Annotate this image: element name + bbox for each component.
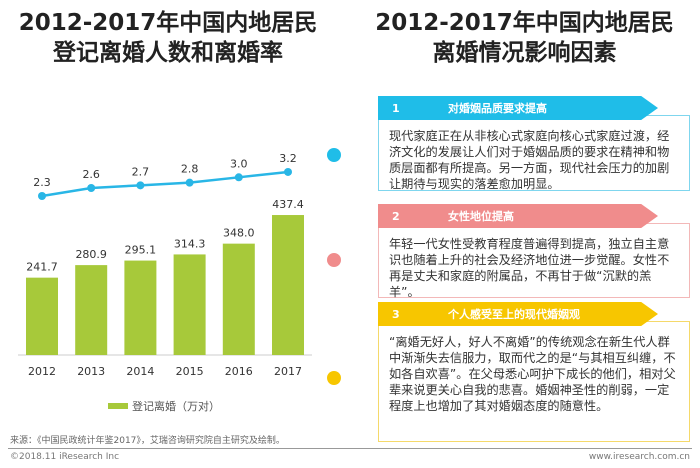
factor-header: 2 女性地位提高: [378, 204, 658, 228]
rate-point: [284, 167, 292, 176]
rate-line: [41, 170, 289, 198]
factor-dot-3: [327, 371, 341, 385]
x-tick-label: 2017: [274, 365, 302, 378]
bar-label: 241.7: [26, 261, 58, 274]
copyright: ©2018.11 iResearch Inc: [10, 452, 120, 462]
rate-point: [136, 181, 145, 190]
right-title: 2012-2017年中国内地居民 离婚情况影响因素: [375, 10, 674, 66]
divorce-chart: 241.7 2012 280.9 2013 295.1 2014 314.3 2015 348.…: [18, 152, 312, 378]
factor-card-1: 1 对婚姻品质要求提高 现代家庭正在从非核心式家庭向核心式家庭过渡，经济文化的发展…: [378, 96, 690, 191]
rate-label: 2.3: [33, 176, 51, 189]
bar: [124, 260, 157, 355]
x-tick-label: 2014: [126, 365, 154, 378]
bar-label: 348.0: [223, 227, 255, 240]
factor-dot-2: [327, 253, 341, 267]
source-note: 来源：《中国民政统计年鉴2017》，艾瑞咨询研究院自主研究及绘制。: [10, 436, 285, 446]
bar: [272, 215, 304, 355]
divider: [8, 448, 692, 449]
x-tick-label: 2016: [225, 365, 253, 378]
bar: [75, 265, 108, 355]
bar-label: 437.4: [272, 198, 304, 211]
bar-label: 314.3: [174, 237, 206, 250]
rate-point: [185, 178, 194, 187]
rate-point: [234, 173, 243, 182]
rate-label: 3.2: [279, 152, 297, 165]
bar-label: 280.9: [75, 248, 107, 261]
rate-label: 3.0: [230, 157, 248, 170]
website-link[interactable]: www.iresearch.com.cn: [588, 452, 690, 462]
factor-text: “离婚无好人，好人不离婚”的传统观念在新生代人群中渐渐失去信服力，取而代之的是“…: [389, 335, 676, 413]
left-title: 2012-2017年中国内地居民 登记离婚人数和离婚率: [18, 10, 318, 66]
rate-label: 2.8: [181, 163, 199, 176]
rate-point: [87, 183, 96, 192]
chart-legend: 登记离婚（万对）: [108, 398, 220, 414]
factor-header: 1 对婚姻品质要求提高: [378, 96, 658, 120]
x-tick-label: 2015: [176, 365, 204, 378]
factor-card-2: 2 女性地位提高 年轻一代女性受教育程度普遍得到提高，独立自主意识也随着上升的社会…: [378, 204, 690, 299]
factor-dot-1: [327, 148, 341, 162]
bar: [173, 254, 206, 355]
factor-text: 年轻一代女性受教育程度普遍得到提高，独立自主意识也随着上升的社会及经济地位进一步…: [389, 237, 670, 299]
x-tick-label: 2013: [77, 365, 105, 378]
factor-text: 现代家庭正在从非核心式家庭向核心式家庭过渡，经济文化的发展让人们对于婚姻品质的要…: [389, 129, 670, 191]
rate-point: [38, 192, 46, 200]
x-tick-label: 2012: [28, 365, 56, 378]
factor-header: 3 个人感受至上的现代婚姻观: [378, 302, 658, 326]
bar-label: 295.1: [125, 244, 157, 257]
factor-card-3: 3 个人感受至上的现代婚姻观 “离婚无好人，好人不离婚”的传统观念在新生代人群中渐…: [378, 302, 690, 442]
rate-label: 2.7: [132, 165, 150, 178]
bar: [222, 243, 255, 355]
legend-swatch: [108, 403, 128, 409]
rate-label: 2.6: [82, 168, 100, 181]
bar: [26, 277, 58, 355]
